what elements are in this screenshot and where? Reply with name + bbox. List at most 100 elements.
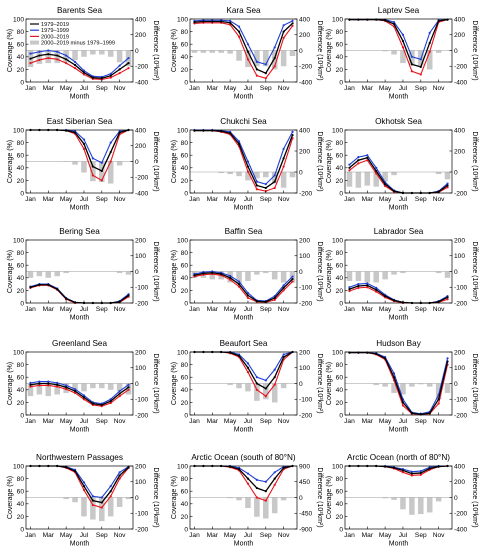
panel-title: Greenland Sea [52,339,108,348]
difference-bar [263,271,269,274]
x-tick-label: Jan [189,85,200,92]
series-point [446,298,449,301]
series-point [82,73,86,76]
y-tick-label-right: -200 [454,511,468,518]
y-tick-label-left: 80 [181,476,189,483]
series-point [65,54,68,57]
y-tick-label-left: 0 [184,300,188,307]
difference-bar [72,383,78,392]
y-tick-label-left: 100 [332,237,343,244]
series-point [100,77,103,80]
difference-bar [209,271,216,280]
x-tick-label: Jan [189,306,200,313]
series-point [446,357,449,360]
series-point [246,472,250,475]
series-line [349,282,448,304]
difference-bar [400,271,406,274]
difference-bar [227,50,233,54]
series-point [428,31,431,34]
series-point [29,383,32,386]
series-point [348,288,351,291]
series-point [246,296,250,300]
series-point [211,20,214,23]
difference-bar [54,383,60,395]
series-point [273,174,276,177]
x-tick-label: May [60,85,73,92]
series-point [100,496,103,499]
y-tick-label-left: 0 [339,190,343,197]
y-tick-label-left: 60 [17,42,25,49]
x-tick-label: Jan [189,532,200,539]
x-tick-label: Jul [80,418,89,425]
series-point [384,294,387,298]
series-point [264,77,267,80]
series-point [410,470,413,473]
series-point [38,58,41,62]
panel-northwestern-passages: Northwestern Passages 0 20 40 60 80 100 -200 -10… [7,453,159,548]
difference-bar [400,50,406,64]
series-point [237,35,241,38]
series-point [246,58,250,61]
series-line [30,465,129,504]
panel-barents-sea: Barents Sea 0 20 40 60 80 100 -400 -200 0 200 400 Ja… [7,6,159,101]
series-point [446,186,449,189]
series-point [366,156,369,159]
difference-bar [36,383,43,395]
series-point [65,388,68,391]
y-tick-label-left: 0 [20,526,24,533]
x-tick-label: Jul [244,306,253,313]
y-tick-label-right: -450 [299,511,313,518]
y-axis-label-left: Coverage (%) [326,140,333,183]
panel-title: Northwestern Passages [36,453,123,462]
difference-bar [418,383,424,385]
y-tick-label-left: 40 [17,275,25,282]
series-point [109,74,112,77]
series-point [264,186,267,190]
y-axis-label-right: Difference (10³km²) [152,353,159,413]
difference-bar [116,161,123,166]
series-line [30,382,129,406]
series-point [392,376,396,379]
y-tick-label-right: 0 [454,381,458,388]
series-line [194,273,293,303]
series-point [38,382,41,385]
series-point [109,401,112,405]
difference-bar [116,271,123,274]
series-point [82,394,86,397]
x-tick-label: May [60,196,73,203]
y-tick-label-right: 0 [299,381,303,388]
series-point [56,54,59,57]
series-point [127,56,130,60]
y-tick-label-left: 80 [17,29,25,36]
x-tick-label: Mar [43,85,55,92]
series-point [384,357,387,360]
series-point [82,488,86,492]
series-point [401,46,405,49]
difference-bar [72,50,78,60]
y-tick-label-left: 0 [184,79,188,86]
x-tick-label: Jan [189,418,200,425]
difference-bar [90,50,96,55]
y-tick-label-left: 20 [336,400,344,407]
series-point [109,490,112,493]
y-tick-label-right: 0 [299,495,303,502]
x-tick-label: Jan [25,306,36,313]
series-point [65,384,68,387]
y-tick-label-right: -900 [299,526,313,533]
series-point [82,71,86,74]
y-tick-label-right: 200 [135,143,146,150]
series-point [357,283,360,286]
series-point [273,46,276,49]
difference-bar [245,497,251,508]
difference-bar [382,50,388,52]
difference-bar [236,383,242,389]
series-point [255,382,258,385]
y-tick-label-left: 60 [17,263,25,270]
series-point [229,278,232,281]
difference-bar [391,172,397,176]
series-point [91,503,94,507]
series-point [237,25,241,28]
series-point [437,398,440,401]
y-axis-label-left: Coverage (%) [7,140,14,183]
legend-entry: 1979–1999 [41,28,69,34]
